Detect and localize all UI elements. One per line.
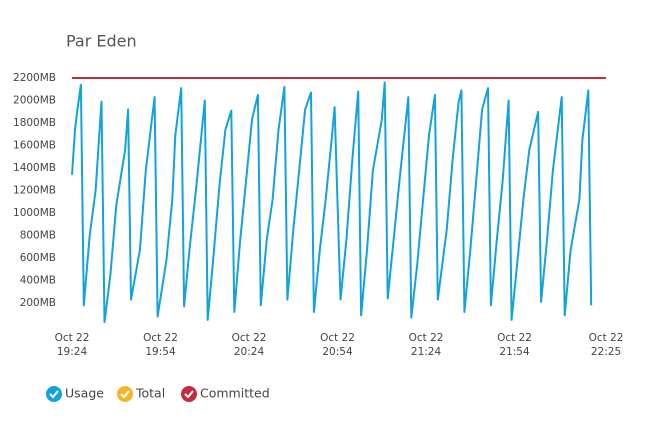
- y-tick-label: 1800MB: [13, 117, 56, 129]
- legend-check: [120, 390, 130, 399]
- legend-swatch: [117, 386, 133, 402]
- x-tick-label: Oct 22 21:54: [497, 332, 532, 358]
- y-tick-label: 2200MB: [13, 72, 56, 84]
- legend-label: Usage: [65, 386, 104, 401]
- y-tick-label: 1400MB: [13, 162, 56, 174]
- line-series: [71, 81, 593, 324]
- y-tick-label: 200MB: [20, 297, 56, 309]
- legend-label: Total: [135, 386, 165, 401]
- x-tick-label: Oct 22 20:24: [231, 332, 267, 358]
- y-tick-label: 600MB: [20, 252, 56, 264]
- y-tick-label: 400MB: [20, 275, 56, 287]
- y-tick-label: 1200MB: [13, 185, 56, 197]
- x-tick-label: Oct 22 21:24: [408, 332, 444, 358]
- legend-check: [184, 390, 194, 399]
- y-tick-label: 1000MB: [13, 207, 56, 219]
- x-tick-label: Oct 22 20:54: [320, 332, 355, 358]
- y-tick-label: 1600MB: [13, 140, 56, 152]
- legend-swatch: [181, 386, 197, 402]
- x-tick-label: Oct 22 19:24: [54, 332, 90, 358]
- chart-title: Par Eden: [66, 32, 137, 51]
- legend-item[interactable]: Total: [117, 386, 165, 403]
- y-tick-label: 2000MB: [13, 95, 56, 107]
- legend-label: Committed: [200, 386, 270, 401]
- legend-swatch: [46, 386, 62, 402]
- legend-item[interactable]: Committed: [181, 386, 270, 403]
- legend-check: [49, 390, 59, 399]
- x-tick-label: Oct 22 22:25: [588, 332, 624, 358]
- x-tick-label: Oct 22 19:54: [143, 332, 178, 358]
- y-tick-label: 800MB: [20, 230, 56, 242]
- legend-item[interactable]: Usage: [46, 386, 104, 403]
